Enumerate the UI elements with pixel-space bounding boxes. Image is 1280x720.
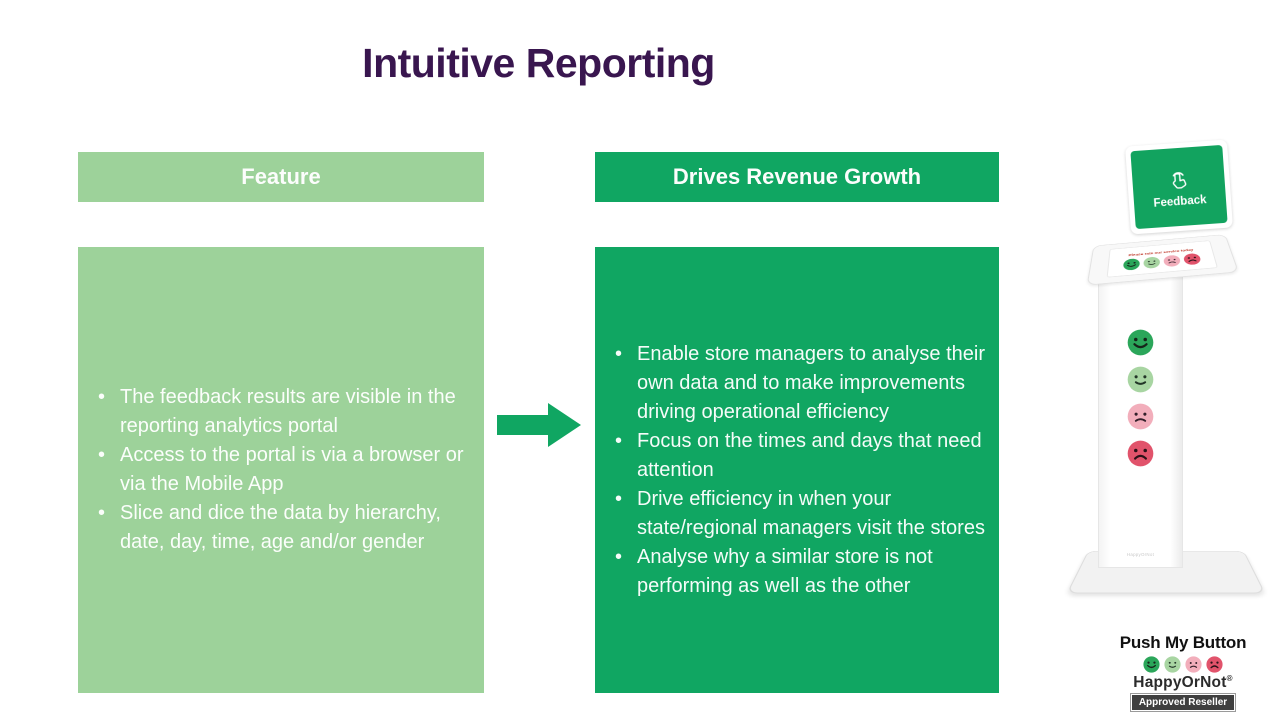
kiosk-screen-display: Feedback — [1130, 144, 1228, 230]
happyornot-wordmark: HappyOrNot® — [1107, 674, 1259, 692]
unhappy-smiley-icon — [1162, 254, 1181, 267]
very-happy-smiley-icon — [1127, 329, 1154, 356]
registered-mark: ® — [1226, 674, 1233, 683]
happy-smiley-icon — [1143, 256, 1161, 269]
unhappy-smiley-icon — [1127, 403, 1154, 430]
reseller-branding: Push My Button HappyOrNot® Approved Rese… — [1107, 633, 1259, 713]
growth-column-body: Enable store managers to analyse their o… — [595, 247, 999, 693]
growth-bullet-2: Focus on the times and days that need at… — [609, 427, 985, 485]
kiosk-stand-label: HappyOrNot — [1126, 552, 1155, 557]
tap-hand-icon — [1172, 172, 1187, 189]
growth-column-header: Drives Revenue Growth — [595, 152, 999, 202]
unhappy-smiley-icon — [1185, 656, 1202, 673]
kiosk-tablet: Please rate our service today — [1086, 234, 1240, 286]
feature-bullet-3: Slice and dice the data by hierarchy, da… — [92, 499, 470, 557]
feature-bullet-2: Access to the portal is via a browser or… — [92, 441, 470, 499]
feature-bullet-1: The feedback results are visible in the … — [92, 383, 470, 441]
happy-smiley-icon — [1164, 656, 1181, 673]
brand-smiley-row — [1107, 656, 1259, 673]
growth-bullet-3: Drive efficiency in when your state/regi… — [609, 485, 985, 543]
growth-bullet-1: Enable store managers to analyse their o… — [609, 340, 985, 427]
arrow-right-icon — [497, 403, 581, 447]
very-unhappy-smiley-icon — [1182, 252, 1201, 265]
feature-bullet-list: The feedback results are visible in the … — [78, 383, 484, 557]
very-unhappy-smiley-icon — [1206, 656, 1223, 673]
kiosk-stand: HappyOrNot — [1098, 276, 1183, 568]
growth-bullet-list: Enable store managers to analyse their o… — [595, 340, 999, 601]
kiosk-top-screen: Feedback — [1125, 139, 1233, 235]
approved-reseller-badge: Approved Reseller — [1129, 693, 1237, 713]
kiosk-screen-label: Feedback — [1153, 194, 1207, 210]
brand-name: HappyOrNot — [1133, 674, 1227, 692]
very-unhappy-smiley-icon — [1127, 440, 1154, 467]
feature-column-body: The feedback results are visible in the … — [78, 247, 484, 693]
very-happy-smiley-icon — [1143, 656, 1160, 673]
kiosk-tablet-screen: Please rate our service today — [1106, 240, 1218, 278]
happy-smiley-icon — [1127, 366, 1154, 393]
feature-column-header: Feature — [78, 152, 484, 202]
very-happy-smiley-icon — [1122, 258, 1140, 271]
kiosk-smiley-column — [1127, 329, 1154, 467]
page-title: Intuitive Reporting — [362, 40, 715, 86]
growth-bullet-4: Analyse why a similar store is not perfo… — [609, 543, 985, 601]
feedback-kiosk: HappyOrNot Please rate our service today — [1066, 139, 1266, 613]
push-my-button-title: Push My Button — [1119, 633, 1247, 652]
